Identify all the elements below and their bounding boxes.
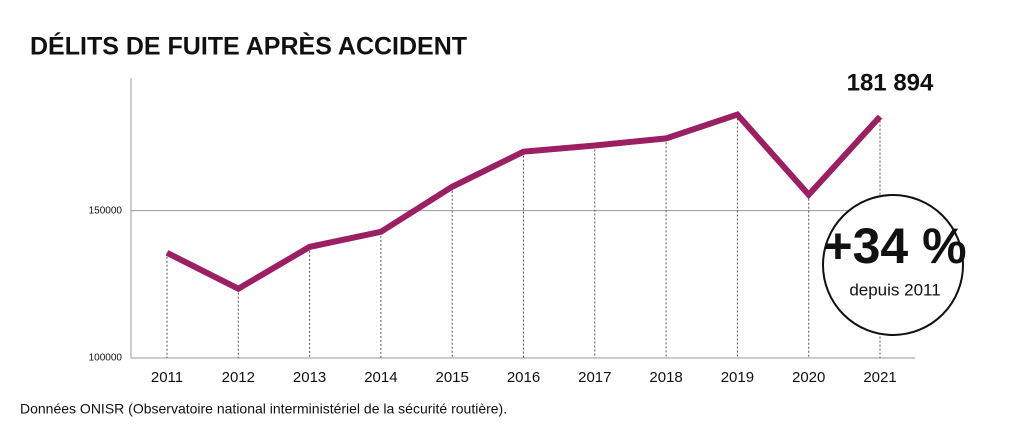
chart-title: DÉLITS DE FUITE APRÈS ACCIDENT: [30, 32, 467, 61]
badge-caption: depuis 2011: [849, 280, 940, 299]
x-tick-label: 2017: [578, 369, 611, 386]
line: [165, 111, 883, 293]
x-tick-label: 2018: [649, 369, 682, 386]
source-note: Données ONISR (Observatoire national int…: [20, 401, 507, 417]
badge-circle: [822, 194, 964, 336]
x-tick-label: 2021: [863, 369, 896, 386]
value-label: 181 894: [847, 69, 934, 96]
x-tick-label: 2012: [222, 369, 255, 386]
x-tick-label: 2015: [436, 369, 469, 386]
x-tick-label: 2019: [721, 369, 754, 386]
y-tick-label: 150000: [89, 205, 123, 216]
x-tick-label: 2020: [792, 369, 825, 386]
x-tick-label: 2014: [364, 369, 397, 386]
badge-value: +34 %: [823, 218, 966, 274]
x-tick-label: 2016: [507, 369, 540, 386]
y-tick-label: 100000: [89, 353, 123, 364]
x-tick-label: 2013: [293, 369, 326, 386]
x-tick-label: 2011: [151, 369, 183, 386]
